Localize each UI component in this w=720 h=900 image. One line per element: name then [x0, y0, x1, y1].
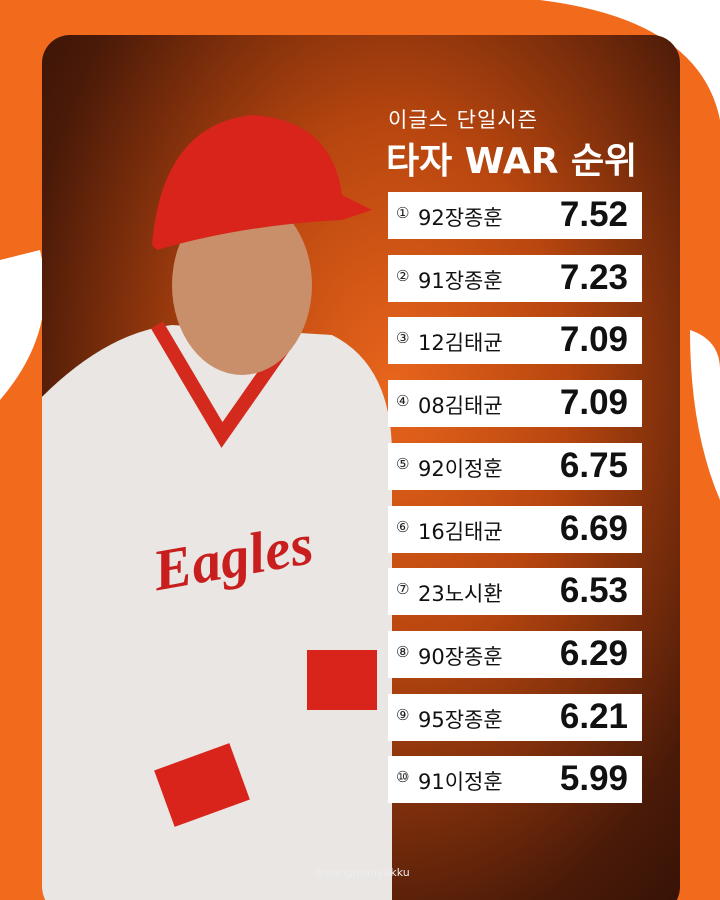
war-value: 6.21: [559, 696, 628, 736]
rank-number: ④: [396, 392, 410, 411]
rank-row: ⑩ 91이정훈 5.99: [388, 756, 642, 804]
war-value: 6.75: [559, 445, 628, 485]
player-season: 95장종훈: [418, 707, 503, 732]
rank-number: ①: [396, 204, 410, 222]
war-value: 7.23: [559, 257, 628, 297]
rank-number: ②: [396, 266, 410, 285]
player-season: 92이정훈: [418, 456, 503, 481]
rank-row: ③ 12김태균 7.09: [388, 317, 642, 365]
watermark: @nangmanyakku: [314, 866, 410, 879]
wristband: [307, 650, 377, 710]
rank-row: ⑤ 92이정훈 6.75: [388, 442, 642, 490]
rank-number: ⑨: [396, 705, 410, 724]
war-value: 7.09: [559, 320, 628, 360]
war-value: 6.69: [559, 508, 628, 548]
swoosh: [690, 330, 720, 500]
rank-number: ⑤: [396, 454, 410, 473]
player-season: 90장종훈: [418, 644, 503, 669]
rank-number: ⑥: [396, 517, 410, 536]
player-season: 08김태균: [418, 394, 503, 419]
helmet: [152, 115, 372, 250]
swoosh: [0, 250, 45, 400]
player-season: 16김태균: [418, 519, 503, 544]
collar: [150, 321, 298, 448]
war-value: 7.09: [559, 383, 628, 423]
subtitle: 이글스 단일시즌: [388, 108, 538, 132]
title: 타자 WAR 순위: [386, 141, 638, 182]
rank-row: ⑧ 90장종훈 6.29: [388, 630, 642, 678]
war-value: 6.29: [559, 633, 628, 673]
player-photo: Eagles: [42, 115, 392, 900]
rank-row: ⑦ 23노시환 6.53: [388, 568, 642, 616]
rank-number: ⑩: [396, 768, 410, 787]
rank-row: ⑨ 95장종훈 6.21: [388, 693, 642, 741]
rank-number: ③: [396, 329, 410, 348]
player-season: 92장종훈: [418, 206, 503, 230]
swoosh: [540, 0, 720, 120]
rank-number: ⑦: [396, 580, 410, 599]
rank-row: ⑥ 16김태균 6.69: [388, 505, 642, 553]
war-value: 7.52: [559, 195, 628, 234]
rank-row: ④ 08김태균 7.09: [388, 380, 642, 428]
rank-row: ① 92장종훈 7.52: [388, 192, 642, 239]
face: [172, 195, 312, 375]
player-season: 91장종훈: [418, 268, 503, 293]
player-season: 23노시환: [418, 582, 503, 607]
war-value: 5.99: [559, 759, 628, 799]
war-value: 6.53: [559, 571, 628, 611]
player-season: 91이정훈: [418, 770, 503, 795]
rank-row: ② 91장종훈 7.23: [388, 254, 642, 302]
wristband: [154, 743, 250, 827]
player-season: 12김태균: [418, 331, 503, 356]
rank-number: ⑧: [396, 642, 410, 661]
jersey: [42, 325, 392, 900]
